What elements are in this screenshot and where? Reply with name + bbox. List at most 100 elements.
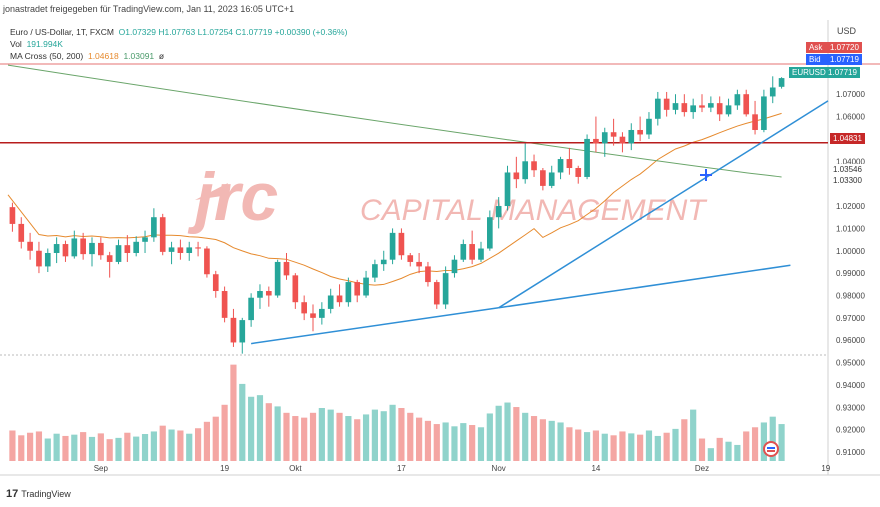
candle-body	[681, 103, 688, 113]
volume-bar	[460, 423, 467, 461]
candle-body	[575, 168, 582, 177]
crosshair-marker-icon	[700, 169, 712, 181]
ma-slow-line	[7, 64, 782, 178]
candle-body	[62, 244, 69, 257]
candle-body	[699, 105, 705, 108]
candle-body	[36, 250, 42, 267]
volume-bar	[583, 432, 591, 461]
volume-bar	[35, 431, 43, 461]
candle-body	[451, 259, 458, 274]
candle-body	[159, 217, 166, 252]
volume-bar	[681, 419, 688, 461]
volume-bar	[690, 409, 697, 461]
volume-bar	[486, 413, 493, 461]
volume-bar	[566, 427, 573, 461]
volume-bar	[80, 432, 87, 461]
legend-ma-suffix: ø	[158, 51, 165, 61]
volume-bar	[380, 411, 387, 461]
volume-bar	[283, 412, 290, 461]
candle-body	[407, 255, 414, 262]
volume-bar	[53, 433, 60, 461]
level-value: 1.04831	[833, 134, 862, 143]
candle-body	[327, 295, 334, 309]
candle-body	[257, 291, 263, 298]
volume-bar	[707, 448, 714, 461]
volume-bar	[274, 406, 281, 461]
bid-label: Bid	[809, 55, 821, 64]
candle-body	[778, 78, 785, 87]
volume-bar	[433, 424, 440, 461]
volume-bar	[141, 434, 149, 461]
candle-body	[566, 159, 573, 169]
candle-body	[18, 223, 25, 242]
volume-bar	[442, 422, 449, 461]
candle-body	[363, 277, 369, 296]
volume-bar	[124, 432, 131, 461]
volume-bar	[239, 383, 246, 461]
candle-body	[557, 159, 564, 173]
legend-ohlc: O1.07329 H1.07763 L1.07254 C1.07719 +0.0…	[118, 27, 348, 37]
candle-body	[548, 172, 555, 186]
volume-bar	[557, 422, 564, 461]
volume-bar	[575, 429, 582, 461]
candle-body	[619, 136, 626, 144]
legend-ma-label[interactable]: MA Cross (50, 200)	[10, 51, 84, 61]
volume-bar	[760, 422, 767, 461]
volume-bar	[115, 437, 122, 461]
volume-bar	[778, 424, 785, 461]
x-tick-label: 14	[591, 464, 600, 473]
volume-bar	[716, 437, 723, 461]
bid-badge: Bid 1.07719	[806, 54, 862, 65]
candle-body	[53, 244, 60, 253]
legend-volume-label[interactable]: Vol	[10, 39, 22, 49]
tradingview-logo-icon[interactable]: 17	[6, 488, 19, 500]
volume-bar	[292, 416, 299, 461]
y-tick-label: 1.04000	[836, 157, 865, 166]
volume-bar	[97, 433, 104, 461]
candle-body	[761, 96, 767, 130]
volume-bar	[248, 396, 255, 461]
volume-bar	[345, 416, 352, 461]
volume-bar	[539, 419, 546, 461]
candle-body	[292, 275, 299, 303]
footer: 17 TradingView	[6, 488, 71, 500]
candle-body	[522, 161, 529, 180]
candle-body	[71, 238, 78, 257]
volume-bar	[610, 435, 617, 461]
candle-body	[769, 87, 776, 97]
volume-bar	[27, 432, 34, 461]
candle-body	[248, 297, 254, 321]
y-tick-label: 0.98000	[836, 291, 865, 300]
volume-bar	[309, 412, 317, 461]
volume-bar	[654, 435, 661, 461]
volume-bar	[371, 409, 378, 461]
volume-bar	[230, 364, 237, 461]
candle-body	[690, 105, 696, 113]
y-tick-label: 1.06000	[836, 113, 865, 122]
candle-body	[593, 138, 599, 144]
candle-body	[743, 94, 750, 115]
ask-value: 1.07720	[830, 43, 859, 52]
candle-body	[540, 170, 546, 186]
y-tick-label: 1.00000	[836, 247, 865, 256]
volume-bar	[619, 431, 626, 461]
footer-brand[interactable]: TradingView	[21, 489, 71, 499]
candle-body	[372, 264, 378, 278]
candle-body	[601, 132, 608, 144]
volume-bar	[265, 403, 272, 461]
ma-fast-badge-value: 1.03546	[833, 165, 862, 174]
candle-body	[398, 232, 405, 256]
candle-body	[752, 114, 758, 130]
candle-body	[177, 247, 184, 253]
volume-bar	[203, 421, 211, 461]
candle-body	[345, 282, 352, 303]
volume-bar	[469, 425, 476, 461]
volume-bar	[513, 407, 520, 461]
x-tick-label: Sep	[94, 464, 109, 473]
flag-icon[interactable]	[763, 441, 779, 457]
legend-symbol[interactable]: Euro / US-Dollar, 1T, FXCM	[10, 27, 114, 37]
symbol-label: EURUSD	[792, 68, 826, 77]
candle-body	[487, 217, 493, 249]
volume-bar	[451, 426, 458, 461]
